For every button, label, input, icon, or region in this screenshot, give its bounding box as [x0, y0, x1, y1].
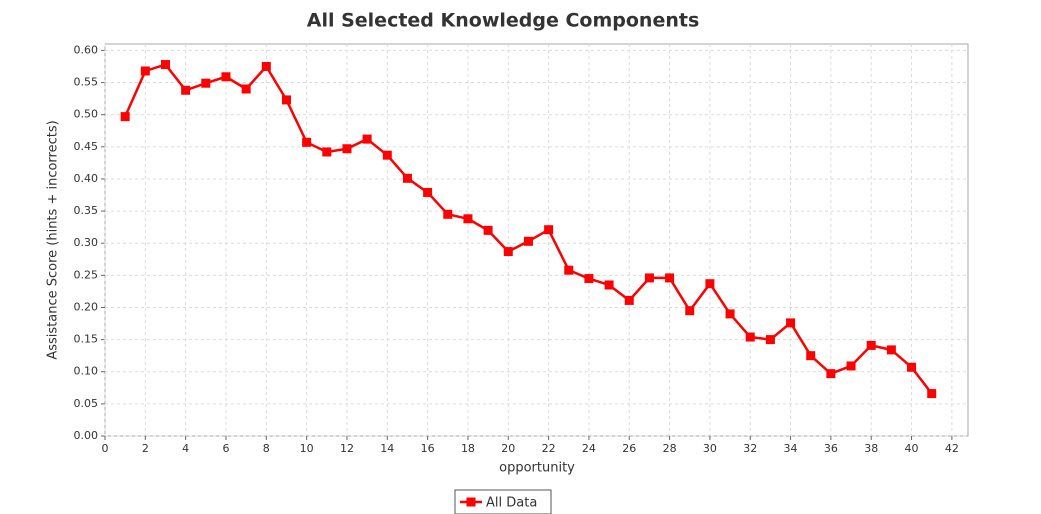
y-tick-label: 0.40: [74, 172, 99, 185]
data-point: [382, 150, 392, 160]
x-axis-label: opportunity: [499, 461, 575, 476]
y-tick-label: 0.15: [74, 333, 99, 346]
x-tick-label: 36: [824, 442, 838, 455]
y-tick-label: 0.35: [74, 204, 99, 217]
data-point: [443, 209, 453, 219]
x-tick-label: 4: [182, 442, 189, 455]
data-point: [745, 332, 755, 342]
data-point: [402, 173, 412, 183]
x-tick-label: 26: [622, 442, 636, 455]
plot-area: [104, 43, 969, 437]
data-point: [463, 214, 473, 224]
data-point: [584, 274, 594, 284]
data-point: [564, 265, 574, 275]
x-tick-label: 20: [501, 442, 515, 455]
data-point: [705, 279, 715, 289]
x-tick-label: 42: [945, 442, 959, 455]
data-point: [302, 137, 312, 147]
x-tick-label: 38: [864, 442, 878, 455]
data-point: [342, 144, 352, 154]
data-point: [866, 340, 876, 350]
data-point: [362, 134, 372, 144]
y-axis-label: Assistance Score (hints + incorrects): [46, 120, 61, 359]
legend-marker: [466, 497, 476, 507]
data-point: [927, 389, 937, 399]
chart-title: All Selected Knowledge Components: [307, 10, 700, 32]
x-tick-label: 10: [300, 442, 314, 455]
data-point: [886, 345, 896, 355]
legend-label: All Data: [486, 496, 537, 511]
y-tick-label: 0.00: [74, 429, 99, 442]
x-tick-label: 8: [263, 442, 270, 455]
data-point: [281, 95, 291, 105]
data-point: [725, 309, 735, 319]
x-tick-label: 6: [222, 442, 229, 455]
y-tick-label: 0.25: [74, 268, 99, 281]
data-point: [221, 72, 231, 82]
x-tick-label: 32: [743, 442, 757, 455]
x-tick-label: 14: [380, 442, 394, 455]
x-tick-label: 24: [582, 442, 596, 455]
data-point: [644, 273, 654, 283]
data-point: [765, 335, 775, 345]
data-point: [846, 361, 856, 371]
x-tick-label: 28: [663, 442, 677, 455]
data-point: [120, 112, 130, 122]
x-tick-label: 12: [340, 442, 354, 455]
data-point: [140, 66, 150, 76]
data-point: [261, 61, 271, 71]
data-point: [786, 318, 796, 328]
data-point: [685, 306, 695, 316]
y-tick-label: 0.50: [74, 108, 99, 121]
data-point: [806, 351, 816, 361]
data-point: [544, 225, 554, 235]
x-tick-label: 2: [142, 442, 149, 455]
y-tick-label: 0.20: [74, 300, 99, 313]
y-tick-label: 0.55: [74, 76, 99, 89]
data-point: [624, 295, 634, 305]
x-tick-label: 22: [542, 442, 556, 455]
data-point: [423, 187, 433, 197]
x-tick-label: 30: [703, 442, 717, 455]
data-point: [160, 60, 170, 70]
data-point: [483, 225, 493, 235]
x-tick-label: 16: [421, 442, 435, 455]
data-point: [665, 273, 675, 283]
x-tick-label: 34: [784, 442, 798, 455]
data-point: [604, 280, 614, 290]
data-point: [523, 236, 533, 246]
data-point: [181, 85, 191, 95]
data-point: [907, 362, 917, 372]
y-tick-label: 0.45: [74, 140, 99, 153]
y-tick-label: 0.05: [74, 397, 99, 410]
y-tick-label: 0.10: [74, 365, 99, 378]
data-point: [241, 84, 251, 94]
x-tick-label: 18: [461, 442, 475, 455]
data-point: [826, 369, 836, 379]
data-point: [503, 247, 513, 257]
x-tick-label: 0: [102, 442, 109, 455]
x-tick-label: 40: [905, 442, 919, 455]
y-tick-label: 0.60: [74, 43, 99, 56]
data-point: [201, 78, 211, 88]
y-tick-label: 0.30: [74, 236, 99, 249]
data-point: [322, 147, 332, 157]
